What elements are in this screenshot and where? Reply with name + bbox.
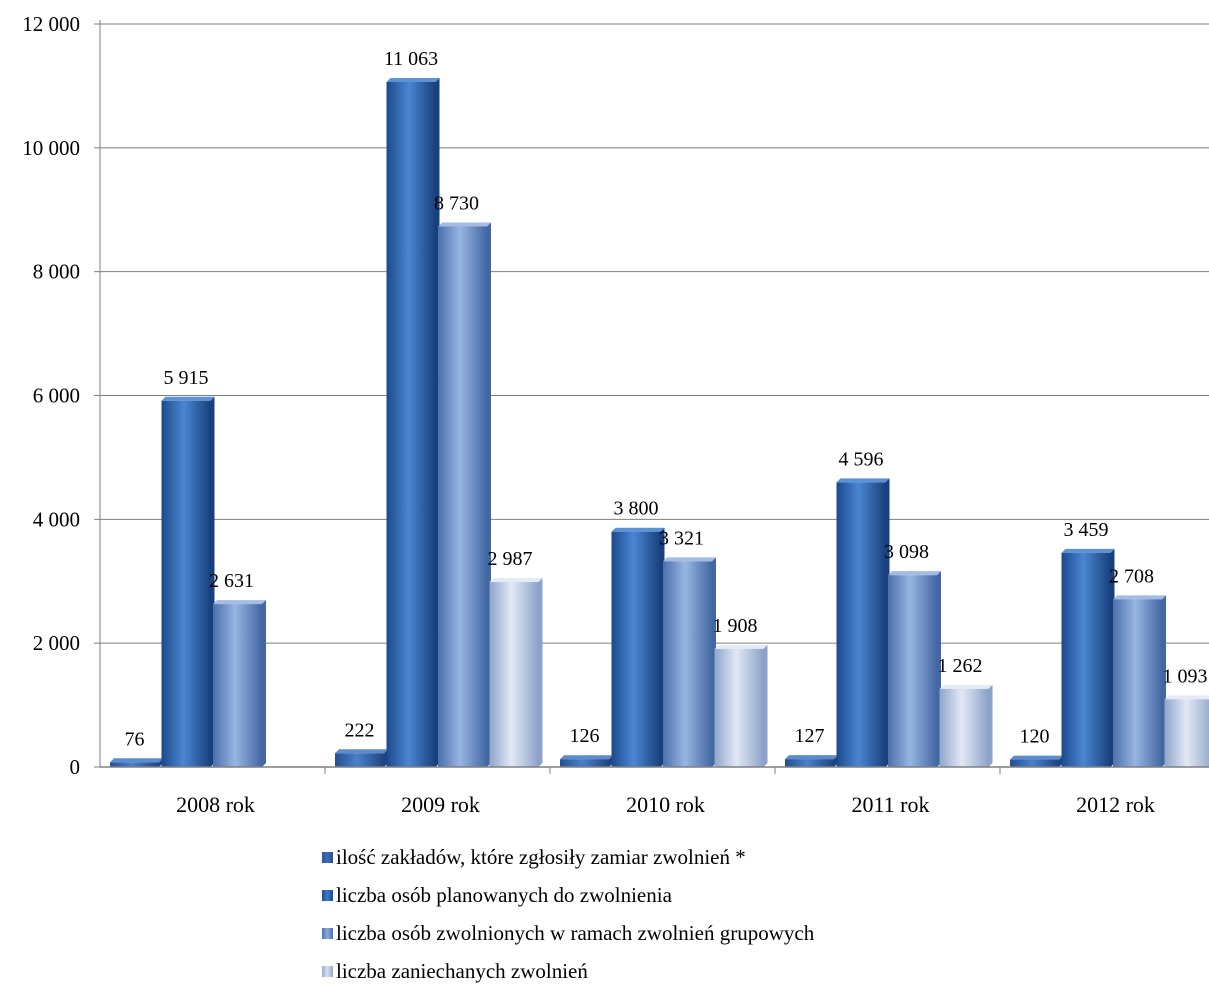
x-tick-label: 2011 rok: [851, 792, 929, 817]
bar-top: [438, 222, 491, 226]
data-label: 1 093: [1163, 665, 1208, 687]
bar-top: [387, 78, 440, 82]
legend-swatch-planned: [322, 890, 333, 901]
bar-top: [785, 755, 838, 759]
bar: [335, 753, 384, 767]
data-label: 11 063: [384, 48, 438, 70]
bar-side: [989, 685, 993, 767]
data-label: 2 708: [1109, 565, 1154, 587]
bar: [162, 401, 211, 767]
data-label: 5 915: [164, 367, 209, 389]
y-tick-label: 2 000: [33, 631, 80, 655]
legend-label-abandoned: liczba zaniechanych zwolnień: [336, 952, 588, 990]
bar-top: [612, 528, 665, 532]
legend-swatch-firms: [322, 852, 333, 863]
x-tick-label: 2012 rok: [1076, 792, 1155, 817]
y-tick-label: 8 000: [33, 260, 80, 284]
bar-top: [888, 571, 941, 575]
data-label: 3 800: [614, 498, 659, 520]
x-tick-label: 2010 rok: [626, 792, 705, 817]
bar-top: [715, 645, 768, 649]
data-label: 120: [1020, 726, 1050, 748]
bar: [1165, 699, 1209, 767]
bar: [715, 649, 764, 767]
bar: [1062, 553, 1111, 767]
bar-top: [560, 755, 613, 759]
y-tick-label: 6 000: [33, 384, 80, 408]
bar-top: [162, 397, 215, 401]
data-label: 2 631: [209, 570, 254, 592]
bar: [560, 759, 609, 767]
bar-top: [837, 478, 890, 482]
bar-top: [490, 578, 543, 582]
bar-top: [1010, 756, 1063, 760]
data-label: 222: [345, 719, 375, 741]
data-label: 2 987: [488, 548, 533, 570]
bar-top: [1062, 549, 1115, 553]
data-label: 76: [125, 728, 145, 750]
legend: ilość zakładów, które zgłosiły zamiar zw…: [322, 838, 814, 990]
bar: [940, 689, 989, 767]
bar: [438, 226, 487, 767]
data-label: 4 596: [839, 448, 884, 470]
bar: [888, 575, 937, 767]
legend-label-dismissed: liczba osób zwolnionych w ramach zwolnie…: [336, 914, 814, 952]
bar: [1113, 599, 1162, 767]
x-tick-label: 2009 rok: [401, 792, 480, 817]
legend-swatch-abandoned: [322, 966, 333, 977]
bar: [663, 561, 712, 767]
y-tick-label: 12 000: [22, 12, 80, 36]
legend-label-firms: ilość zakładów, które zgłosiły zamiar zw…: [336, 838, 746, 876]
bar: [785, 759, 834, 767]
data-label: 3 321: [659, 527, 704, 549]
y-tick-label: 4 000: [33, 507, 80, 531]
legend-item-dismissed: liczba osób zwolnionych w ramach zwolnie…: [322, 914, 814, 952]
bar-top: [1113, 595, 1166, 599]
y-tick-label: 10 000: [22, 136, 80, 160]
bar-top: [213, 600, 266, 604]
legend-swatch-dismissed: [322, 928, 333, 939]
bar-side: [764, 645, 768, 767]
bar-top: [663, 557, 716, 561]
y-tick-label: 0: [70, 755, 81, 779]
bar: [837, 482, 886, 767]
data-label: 127: [795, 725, 825, 747]
bar: [213, 604, 262, 767]
bar: [387, 82, 436, 767]
bar-top: [940, 685, 993, 689]
data-label: 3 098: [884, 541, 929, 563]
data-label: 126: [570, 725, 600, 747]
bar-side: [262, 600, 266, 767]
bar-top: [1165, 695, 1209, 699]
legend-item-firms: ilość zakładów, które zgłosiły zamiar zw…: [322, 838, 814, 876]
bar: [490, 582, 539, 767]
bar: [1010, 760, 1059, 767]
legend-label-planned: liczba osób planowanych do zwolnienia: [336, 876, 672, 914]
bar-top: [110, 758, 163, 762]
data-label: 8 730: [434, 192, 479, 214]
legend-item-planned: liczba osób planowanych do zwolnienia: [322, 876, 814, 914]
bar: [612, 532, 661, 767]
bar-top: [335, 749, 388, 753]
data-label: 1 908: [713, 615, 758, 637]
data-label: 3 459: [1064, 519, 1109, 541]
data-label: 1 262: [938, 655, 983, 677]
legend-item-abandoned: liczba zaniechanych zwolnień: [322, 952, 814, 990]
x-tick-label: 2008 rok: [176, 792, 255, 817]
bars: [110, 78, 1209, 767]
bar-side: [539, 578, 543, 767]
